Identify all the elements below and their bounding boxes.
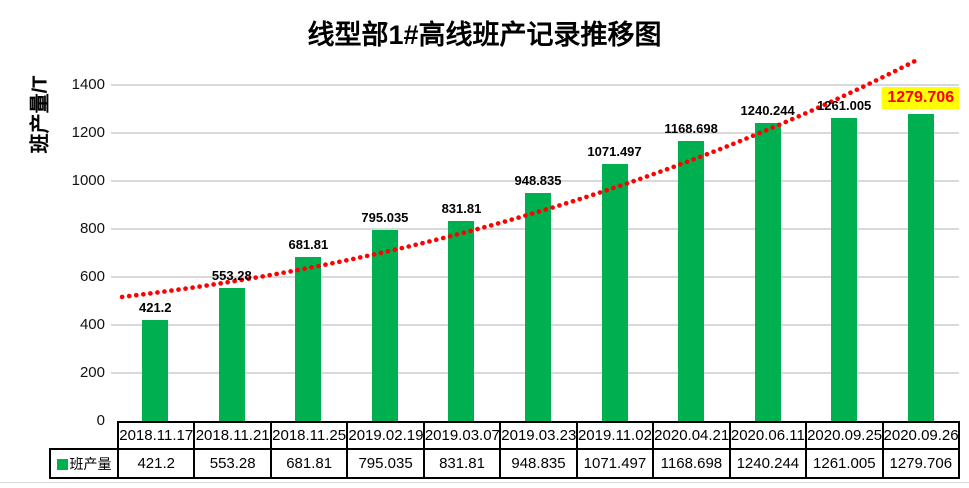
y-tick-label-1200: 1200 — [71, 124, 105, 141]
bar-value-label: 681.81 — [288, 237, 329, 253]
table-date-cell: 2020.06.11 — [728, 421, 808, 450]
bar-2019.11.02 — [601, 163, 628, 421]
y-tick-label-1400: 1400 — [71, 76, 105, 93]
bar-2018.11.17 — [142, 319, 169, 421]
table-date-cell: 2018.11.17 — [116, 421, 196, 450]
bar-value-label: 831.81 — [441, 201, 482, 217]
bar-value-label: 948.835 — [514, 173, 562, 189]
y-tick-label-200: 200 — [79, 364, 105, 381]
bar-2019.02.19 — [371, 230, 398, 421]
data-table: 2018.11.17 2018.11.21 2018.11.25 2019.02.19… — [49, 421, 961, 479]
table-corner-cell — [50, 422, 118, 449]
bar-value-label: 1240.244 — [740, 103, 795, 119]
y-tick-label-800: 800 — [79, 220, 105, 237]
table-date-cell: 2019.03.07 — [422, 421, 502, 450]
table-value-cell: 1261.005 — [805, 448, 884, 479]
bar-2019.03.23 — [525, 193, 551, 421]
bar-value-label: 421.2 — [138, 299, 172, 315]
table-date-cell: 2020.09.25 — [805, 421, 884, 450]
table-date-cell: 2019.11.02 — [575, 421, 655, 450]
y-tick-label-0: 0 — [96, 412, 105, 429]
table-value-cell: 948.835 — [499, 448, 578, 479]
gridline-1400 — [111, 84, 959, 86]
y-tick-label-400: 400 — [79, 316, 105, 333]
table-value-cell: 1279.706 — [881, 448, 961, 479]
table-value-cell: 553.28 — [193, 448, 272, 479]
sheet-bottom-rule — [0, 482, 969, 483]
bar-2020.09.25 — [831, 118, 858, 421]
bar-2020.04.21 — [678, 140, 705, 421]
y-tick-label-1000: 1000 — [71, 172, 105, 189]
bar-2019.03.07 — [448, 221, 475, 421]
table-date-cell: 2019.03.23 — [499, 421, 578, 450]
bar-2020.06.11 — [754, 123, 781, 421]
table-value-cell: 831.81 — [422, 448, 502, 479]
bar-value-label: 553.28 — [211, 268, 252, 284]
table-value-cell: 1240.244 — [728, 448, 808, 479]
table-date-cell: 2018.11.25 — [269, 421, 349, 450]
chart-title: 线型部1#高线班产记录推移图 — [307, 20, 662, 50]
table-value-cell: 795.035 — [346, 448, 425, 479]
y-axis-title: 班产量/T — [29, 75, 52, 154]
table-date-cell: 2018.11.21 — [193, 421, 272, 450]
table-date-cell: 2020.04.21 — [652, 421, 731, 450]
table-value-cell: 1071.497 — [575, 448, 655, 479]
bar-2020.09.26 — [907, 113, 934, 421]
table-value-cell: 681.81 — [269, 448, 349, 479]
bar-value-label-highlighted: 1279.706 — [881, 86, 961, 109]
bar-2018.11.25 — [295, 257, 322, 421]
table-date-cell: 2020.09.26 — [881, 421, 961, 450]
legend-label: 班产量 — [69, 455, 112, 472]
bar-value-label: 1071.497 — [587, 143, 642, 159]
y-tick-label-600: 600 — [79, 268, 105, 285]
table-date-cell: 2019.02.19 — [346, 421, 425, 450]
table-value-row: 班产量 421.2 553.28 681.81 795.035 831.81 948.83… — [49, 448, 961, 479]
legend-swatch-icon — [56, 458, 68, 470]
table-value-cell: 421.2 — [116, 448, 196, 479]
bar-2018.11.21 — [218, 288, 245, 421]
bar-value-label: 1168.698 — [664, 120, 718, 136]
bar-value-label: 795.035 — [361, 210, 409, 226]
table-date-row: 2018.11.17 2018.11.21 2018.11.25 2019.02.19… — [50, 421, 961, 450]
table-value-cell: 1168.698 — [652, 448, 731, 479]
bar-value-label: 1261.005 — [817, 98, 872, 114]
legend-cell: 班产量 — [49, 448, 119, 479]
